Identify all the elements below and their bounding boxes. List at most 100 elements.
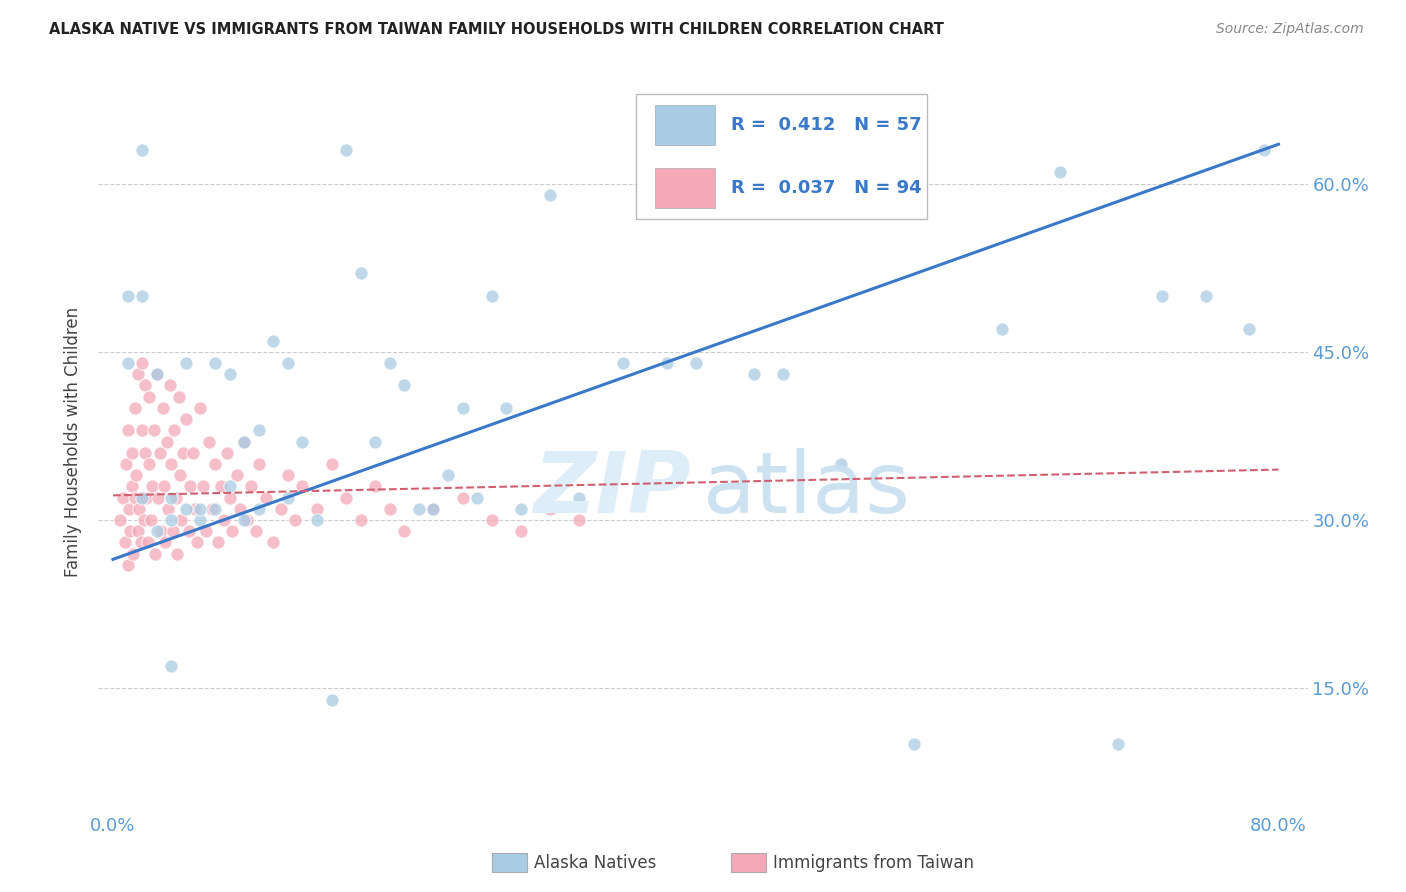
Point (685, 356, 707, 370)
FancyBboxPatch shape (655, 168, 716, 209)
Point (538, 187, 561, 202)
Point (481, 289, 503, 303)
Point (120, 524, 142, 539)
Point (350, 513, 373, 527)
Point (160, 457, 183, 471)
Point (160, 491, 183, 505)
Point (112, 491, 135, 505)
Point (233, 513, 256, 527)
Point (157, 501, 180, 516)
Point (221, 524, 243, 539)
Point (115, 457, 138, 471)
Point (218, 368, 240, 382)
Point (125, 468, 148, 483)
Point (509, 524, 531, 539)
Point (364, 434, 387, 449)
Point (134, 446, 156, 460)
Point (422, 501, 444, 516)
Point (142, 423, 165, 437)
Point (160, 513, 183, 527)
Point (437, 468, 460, 483)
Point (284, 513, 307, 527)
Point (131, 356, 153, 370)
Point (538, 501, 561, 516)
Point (166, 547, 188, 561)
Point (160, 659, 183, 673)
Point (127, 524, 149, 539)
Point (183, 501, 205, 516)
Point (118, 501, 141, 516)
Text: Immigrants from Taiwan: Immigrants from Taiwan (773, 854, 974, 871)
Text: R =  0.037   N = 94: R = 0.037 N = 94 (731, 178, 921, 196)
Point (1107, 738, 1129, 752)
Point (145, 524, 167, 539)
Point (350, 266, 373, 280)
Point (134, 378, 156, 392)
Point (167, 390, 190, 404)
Point (186, 535, 208, 549)
Point (117, 558, 139, 572)
Text: Source: ZipAtlas.com: Source: ZipAtlas.com (1216, 22, 1364, 37)
Point (335, 491, 357, 505)
Point (124, 491, 146, 505)
Point (132, 513, 155, 527)
Point (655, 356, 678, 370)
Point (422, 501, 444, 516)
FancyBboxPatch shape (655, 104, 716, 145)
Point (335, 143, 357, 157)
Point (394, 524, 416, 539)
Point (155, 535, 177, 549)
Point (254, 491, 277, 505)
Point (903, 738, 925, 752)
Point (159, 378, 181, 392)
Point (305, 501, 328, 516)
Point (190, 513, 212, 527)
Point (772, 368, 794, 382)
Text: Alaska Natives: Alaska Natives (534, 854, 657, 871)
Point (233, 434, 256, 449)
Point (174, 412, 197, 426)
Point (149, 446, 172, 460)
Point (162, 524, 184, 539)
Point (172, 446, 194, 460)
Point (270, 501, 292, 516)
Point (136, 535, 159, 549)
Point (150, 524, 173, 539)
Point (190, 501, 212, 516)
Point (240, 479, 263, 493)
FancyBboxPatch shape (637, 94, 927, 219)
Point (181, 446, 204, 460)
Point (190, 401, 212, 415)
Point (612, 356, 634, 370)
Point (277, 468, 299, 483)
Point (163, 423, 186, 437)
Point (509, 501, 531, 516)
Point (121, 446, 143, 460)
Text: ZIP: ZIP (533, 448, 690, 531)
Point (277, 356, 299, 370)
Point (1194, 289, 1216, 303)
Point (830, 457, 852, 471)
Point (378, 501, 401, 516)
Point (135, 491, 157, 505)
Point (139, 513, 162, 527)
Point (131, 423, 153, 437)
Point (124, 401, 146, 415)
Point (305, 513, 328, 527)
Point (495, 401, 517, 415)
Point (177, 524, 200, 539)
Point (215, 446, 238, 460)
Point (204, 457, 226, 471)
Point (321, 457, 343, 471)
Point (117, 289, 139, 303)
Point (291, 434, 314, 449)
Point (1239, 322, 1261, 336)
Point (247, 501, 270, 516)
Point (174, 356, 197, 370)
Point (277, 491, 299, 505)
Point (131, 491, 153, 505)
Point (131, 143, 153, 157)
Point (465, 491, 488, 505)
Point (262, 334, 284, 348)
Point (321, 692, 343, 706)
